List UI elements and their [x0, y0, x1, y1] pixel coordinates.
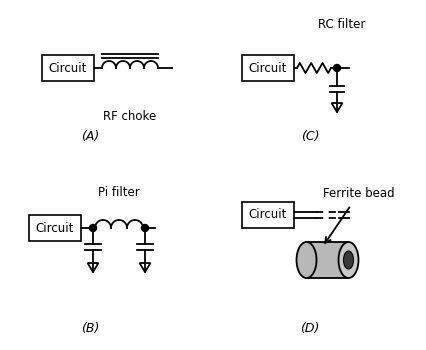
- Bar: [306, 242, 348, 278]
- Text: Ferrite bead: Ferrite bead: [322, 187, 394, 200]
- Ellipse shape: [343, 251, 353, 269]
- Text: (A): (A): [81, 130, 99, 143]
- Circle shape: [333, 64, 340, 71]
- Text: Circuit: Circuit: [248, 209, 287, 222]
- Text: Pi filter: Pi filter: [98, 186, 140, 199]
- Bar: [242, 202, 294, 228]
- Text: Circuit: Circuit: [248, 62, 287, 75]
- Bar: [242, 55, 294, 81]
- Text: Circuit: Circuit: [49, 62, 87, 75]
- Bar: [42, 55, 94, 81]
- Circle shape: [89, 224, 96, 231]
- Text: (C): (C): [300, 130, 319, 143]
- Bar: [29, 215, 81, 241]
- Text: (B): (B): [81, 322, 99, 335]
- Text: RC filter: RC filter: [317, 18, 365, 31]
- Circle shape: [141, 224, 148, 231]
- Text: Circuit: Circuit: [36, 222, 74, 235]
- Text: (D): (D): [299, 322, 319, 335]
- Text: RF choke: RF choke: [103, 110, 156, 123]
- Ellipse shape: [296, 242, 316, 278]
- Ellipse shape: [338, 242, 358, 278]
